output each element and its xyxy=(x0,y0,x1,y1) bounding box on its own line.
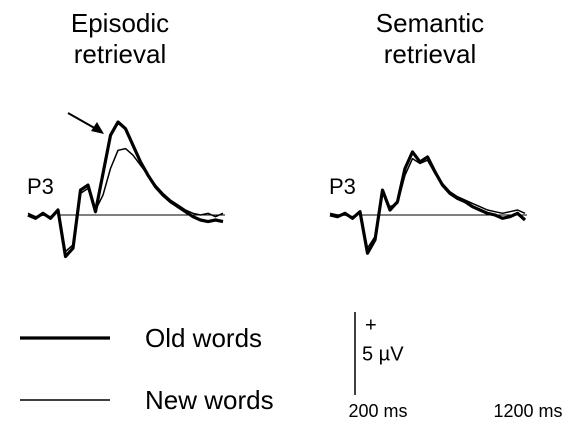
arrow-head xyxy=(91,122,104,134)
channel-label: P3 xyxy=(329,174,356,199)
waveform xyxy=(329,157,526,249)
legend-label: New words xyxy=(145,385,274,415)
waveform xyxy=(27,120,224,259)
annotation-arrow xyxy=(67,112,99,131)
channel-label: P3 xyxy=(27,174,54,199)
scale-x-label: 200 ms xyxy=(348,401,407,421)
scale-x-label: 1200 ms xyxy=(493,401,562,421)
scale-y-label: 5 µV xyxy=(362,343,404,365)
chart-title: Semantic retrieval xyxy=(375,8,485,69)
waveform xyxy=(27,147,224,253)
chart-title: Episodic retrieval xyxy=(70,8,170,69)
legend-label: Old words xyxy=(145,323,262,353)
waveform xyxy=(329,150,527,255)
scale-sign: + xyxy=(365,314,377,336)
